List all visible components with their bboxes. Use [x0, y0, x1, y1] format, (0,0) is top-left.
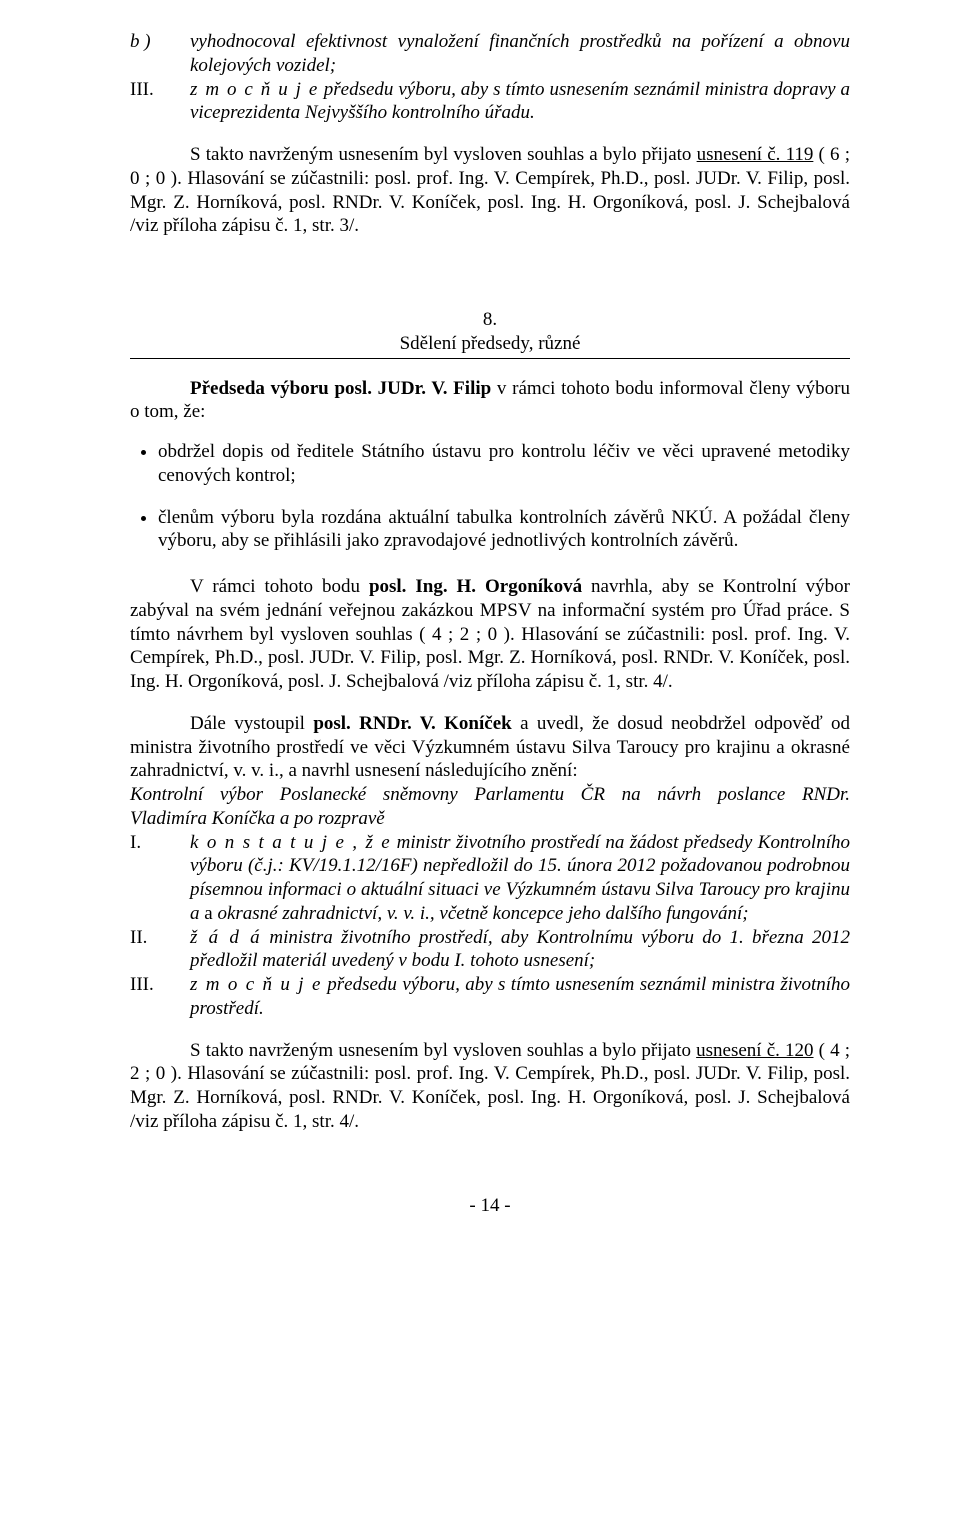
res-i-tail: okrasné zahradnictví, v. v. i., včetně k…: [213, 903, 749, 924]
res-item-iii: III. z m o c ň u j e předsedu výboru, ab…: [130, 973, 850, 1021]
konicek-intro: Dále vystoupil posl. RNDr. V. Koníček a …: [130, 712, 850, 783]
adoption-2-ul: usnesení č. 120: [696, 1040, 813, 1061]
item-b-label: b ): [130, 30, 151, 54]
res-ii-pre: ž á d á: [190, 927, 261, 948]
res-item-ii: II. ž á d á ministra životního prostředí…: [130, 926, 850, 974]
res-iii-pre: z m o c ň u j e: [190, 974, 322, 995]
section-title: Sdělení předsedy, různé: [130, 332, 850, 356]
adoption-1-plain: S takto navrženým usnesením byl vysloven…: [190, 144, 697, 165]
res-iii-label: III.: [130, 973, 154, 997]
res-item-i: I. k o n s t a t u j e , ž e ministr živ…: [130, 831, 850, 926]
res-ii-it: ministra životního prostředí, aby Kontro…: [190, 927, 850, 972]
kon-bold: posl. RNDr. V. Koníček: [313, 713, 511, 734]
res-i-tail-a: a: [200, 903, 213, 924]
res-i-label: I.: [130, 831, 141, 855]
chair-lead-bold: Předseda výboru posl. JUDr. V. Filip: [190, 378, 491, 399]
resolution-line1-b: Vladimíra Koníčka a po rozpravě: [130, 807, 850, 831]
kon-pre: Dále vystoupil: [190, 713, 313, 734]
item-iii-top-pre: z m o c ň u j e: [190, 79, 319, 100]
res-line1-a: Kontrolní výbor Poslanecké sněmovny Parl…: [130, 784, 850, 805]
page-number: - 14 -: [130, 1194, 850, 1218]
bullet-1: obdržel dopis od ředitele Státního ústav…: [158, 440, 850, 488]
resolution-line1-a: Kontrolní výbor Poslanecké sněmovny Parl…: [130, 783, 850, 807]
bullet-2: členům výboru byla rozdána aktuální tabu…: [158, 506, 850, 554]
adoption-para-2: S takto navrženým usnesením byl vysloven…: [130, 1039, 850, 1134]
item-iii-top-label: III.: [130, 78, 154, 102]
org-pre: V rámci tohoto bodu: [190, 576, 369, 597]
adoption-para-1: S takto navrženým usnesením byl vysloven…: [130, 143, 850, 238]
chair-lead: Předseda výboru posl. JUDr. V. Filip v r…: [130, 377, 850, 425]
adoption-2-plain: S takto navrženým usnesením byl vysloven…: [190, 1040, 696, 1061]
adoption-1-ul: usnesení č. 119: [697, 144, 814, 165]
orgonikova-para: V rámci tohoto bodu posl. Ing. H. Orgoní…: [130, 575, 850, 694]
res-i-pre: k o n s t a t u j e , ž e: [190, 832, 391, 853]
bullet-list: obdržel dopis od ředitele Státního ústav…: [130, 440, 850, 553]
org-bold: posl. Ing. H. Orgoníková: [369, 576, 582, 597]
item-iii-top: III. z m o c ň u j e předsedu výboru, ab…: [130, 78, 850, 126]
section-divider: [130, 358, 850, 359]
res-ii-label: II.: [130, 926, 147, 950]
item-b: b ) vyhodnocoval efektivnost vynaložení …: [130, 30, 850, 78]
section-number: 8.: [130, 308, 850, 332]
item-b-text: vyhodnocoval efektivnost vynaložení fina…: [190, 31, 850, 76]
res-line1-b: Vladimíra Koníčka a po rozpravě: [130, 808, 385, 829]
